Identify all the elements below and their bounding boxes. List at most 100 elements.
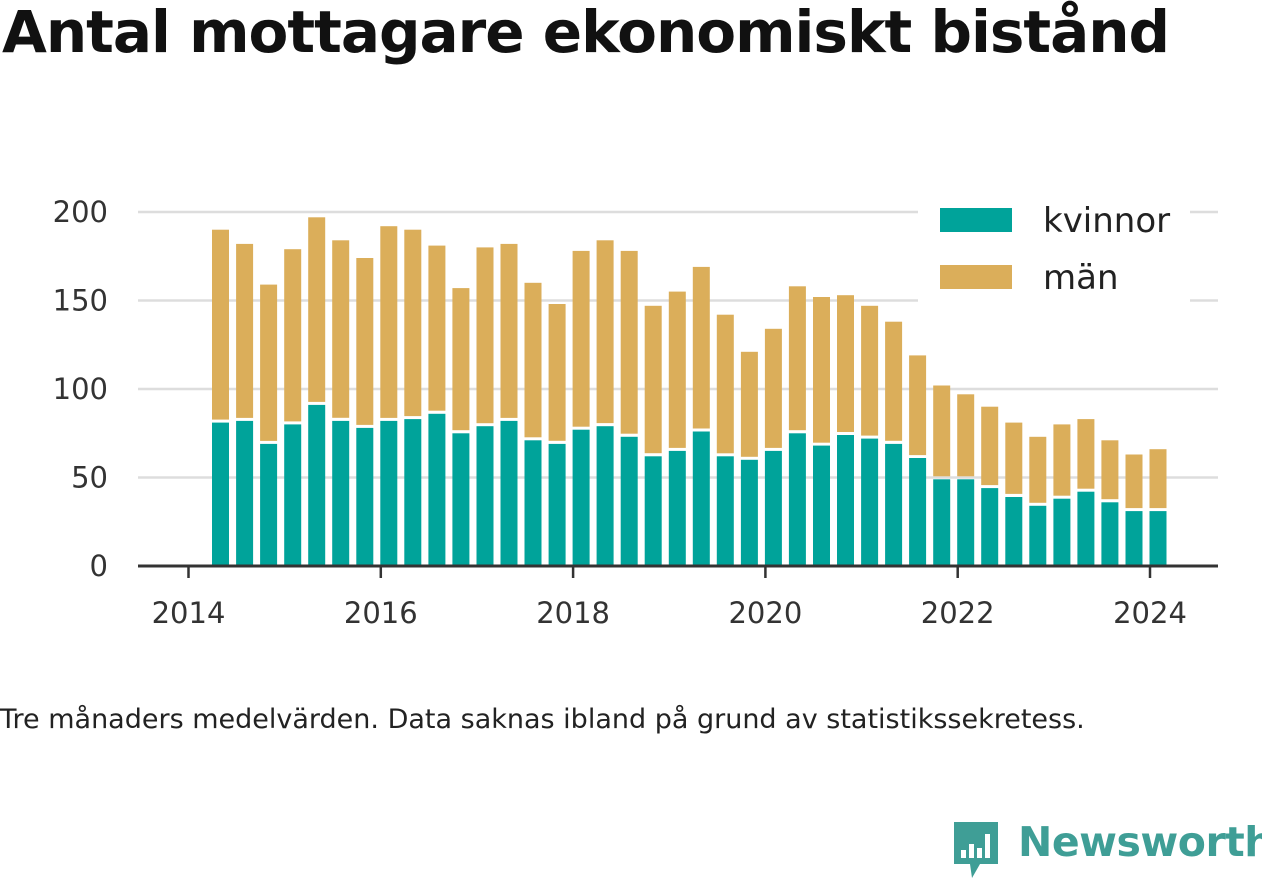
bar-män — [404, 229, 422, 417]
bar-kvinnor — [356, 427, 374, 566]
bar-kvinnor — [1029, 505, 1047, 566]
bar-män — [1053, 424, 1071, 496]
bar-kvinnor — [716, 456, 734, 566]
bar-kvinnor — [212, 422, 229, 566]
bar-män — [212, 229, 229, 420]
axes: 0 50 100 150 200 2014 2016 2018 2020 2022 2024 — [53, 195, 1218, 630]
y-tick-label: 0 — [90, 549, 108, 583]
bar-män — [885, 321, 903, 441]
stacked-bar-chart: 0 50 100 150 200 2014 2016 2018 2020 2022 2024 kvi… — [53, 194, 1218, 630]
bar-kvinnor — [500, 420, 518, 566]
bar-kvinnor — [981, 488, 999, 566]
bar-män — [284, 249, 302, 422]
bar-män — [356, 258, 374, 425]
bar-män — [308, 217, 326, 402]
bar-kvinnor — [380, 420, 398, 566]
bar-kvinnor — [788, 433, 806, 567]
bar-män — [476, 247, 494, 424]
legend: kvinnor män — [918, 194, 1190, 302]
bar-män — [260, 284, 278, 441]
bar-män — [909, 355, 927, 456]
bar-män — [1077, 419, 1095, 489]
bar-kvinnor — [909, 458, 927, 566]
bar-män — [1125, 454, 1143, 509]
bar-män — [1005, 422, 1023, 494]
bar-kvinnor — [837, 435, 854, 566]
bar-kvinnor — [548, 443, 566, 566]
y-tick-label: 100 — [53, 372, 108, 406]
bar-män — [957, 394, 975, 477]
bar-kvinnor — [1125, 511, 1143, 566]
bar-män — [692, 266, 710, 429]
bar-män — [740, 351, 758, 457]
y-tick-label: 50 — [71, 461, 108, 495]
brand-name: Newsworthy — [1018, 818, 1262, 866]
bar-män — [716, 314, 734, 454]
bar-kvinnor — [644, 456, 662, 566]
bar-kvinnor — [885, 443, 903, 566]
bar-kvinnor — [452, 433, 470, 567]
legend-swatch-män — [940, 265, 1012, 289]
y-tick-label: 150 — [53, 284, 108, 318]
bar-kvinnor — [428, 413, 446, 566]
bar-män — [933, 385, 951, 477]
bar-män — [764, 328, 782, 448]
bar-män — [668, 291, 686, 448]
bar-kvinnor — [476, 426, 494, 566]
bar-kvinnor — [813, 445, 830, 566]
bar-män — [644, 305, 662, 454]
bar-kvinnor — [1077, 491, 1095, 566]
x-tick-label: 2020 — [728, 596, 802, 630]
bar-män — [813, 297, 830, 443]
bar-män — [572, 250, 590, 427]
bar-män — [428, 245, 446, 411]
bar-män — [332, 240, 350, 418]
bar-kvinnor — [861, 438, 879, 566]
bar-män — [548, 304, 566, 441]
bar-kvinnor — [1149, 511, 1167, 566]
bar-män — [1149, 449, 1167, 509]
bar-män — [380, 226, 398, 418]
legend-label-män: män — [1043, 258, 1119, 298]
bar-kvinnor — [1005, 497, 1023, 566]
x-tick-label: 2024 — [1113, 596, 1187, 630]
bar-kvinnor — [1053, 498, 1071, 566]
bar-män — [981, 406, 999, 486]
bar-män — [596, 240, 614, 424]
bar-män — [861, 305, 879, 436]
bar-kvinnor — [308, 404, 326, 566]
bar-kvinnor — [692, 431, 710, 566]
y-tick-label: 200 — [53, 195, 108, 229]
x-tick-label: 2016 — [344, 596, 418, 630]
bar-kvinnor — [236, 420, 254, 566]
x-tick-label: 2018 — [536, 596, 610, 630]
bar-kvinnor — [572, 429, 590, 566]
newsworthy-logo-icon — [954, 822, 998, 878]
chart-title: Antal mottagare ekonomiskt bistånd — [2, 0, 1170, 66]
bar-kvinnor — [620, 436, 638, 566]
bars — [212, 217, 1167, 567]
bar-kvinnor — [1101, 502, 1119, 566]
bar-män — [236, 243, 254, 418]
bar-kvinnor — [668, 450, 686, 566]
bar-män — [837, 295, 854, 432]
bar-män — [500, 243, 518, 418]
bar-kvinnor — [957, 479, 975, 566]
bar-kvinnor — [524, 440, 542, 566]
bar-män — [1029, 436, 1047, 503]
bar-kvinnor — [764, 450, 782, 566]
bar-kvinnor — [740, 459, 758, 566]
bar-män — [452, 288, 470, 431]
x-tick-label: 2014 — [152, 596, 226, 630]
bar-kvinnor — [933, 479, 951, 566]
bar-män — [1101, 440, 1119, 500]
bar-kvinnor — [332, 420, 350, 566]
x-tick-label: 2022 — [921, 596, 995, 630]
chart-note: Tre månaders medelvärden. Data saknas ib… — [0, 704, 1085, 735]
bar-män — [524, 282, 542, 438]
bar-män — [788, 286, 806, 431]
bar-kvinnor — [284, 424, 302, 566]
bar-kvinnor — [596, 426, 614, 566]
legend-label-kvinnor: kvinnor — [1043, 201, 1170, 241]
legend-swatch-kvinnor — [940, 208, 1012, 232]
